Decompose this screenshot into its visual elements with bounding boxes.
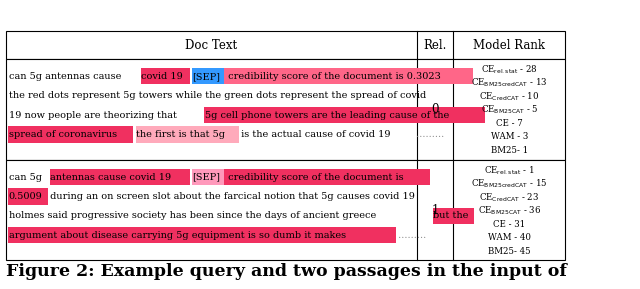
Bar [6,59,565,160]
Bar [6,160,565,260]
Bar [50,169,189,185]
Bar [224,169,430,185]
Text: but the: but the [433,211,468,220]
Bar [204,107,485,123]
Text: holmes said progressive society has been since the days of ancient greece: holmes said progressive society has been… [9,211,379,220]
Text: 0.5009: 0.5009 [9,192,42,201]
Text: 0: 0 [431,103,439,116]
Text: [SEP]: [SEP] [193,173,221,181]
Bar [192,68,225,84]
Text: BM25- 1: BM25- 1 [491,146,528,155]
Bar [8,188,48,205]
Text: 5g cell phone towers are the leading cause of the: 5g cell phone towers are the leading cau… [205,111,449,120]
Text: WAM - 3: WAM - 3 [491,132,528,141]
Text: during an on screen slot about the farcical notion that 5g causes covid 19: during an on screen slot about the farci… [47,192,415,201]
Text: covid 19: covid 19 [141,72,183,81]
Bar [8,126,133,142]
Text: CE$_{\mathrm{rel.stat}}$ - 28: CE$_{\mathrm{rel.stat}}$ - 28 [481,63,538,76]
Text: CE$_{\mathrm{BM25credCAT}}$ - 15: CE$_{\mathrm{BM25credCAT}}$ - 15 [471,178,547,190]
Text: .........: ......... [413,130,444,139]
Bar [8,227,396,243]
Text: can 5g: can 5g [9,173,45,181]
Text: credibility score of the document is 0.3023: credibility score of the document is 0.3… [225,72,440,81]
Text: 1: 1 [431,203,439,216]
Text: WAM - 40: WAM - 40 [488,233,531,242]
Text: Model Rank: Model Rank [474,39,545,52]
Text: can 5g antennas cause: can 5g antennas cause [9,72,124,81]
Text: CE$_{\mathrm{rel.stat}}$ - 1: CE$_{\mathrm{rel.stat}}$ - 1 [484,164,534,177]
Text: 19 now people are theorizing that: 19 now people are theorizing that [9,111,180,120]
Bar [141,68,189,84]
Text: Rel.: Rel. [424,39,447,52]
Text: CE$_{\mathrm{BM25CAT}}$ - 36: CE$_{\mathrm{BM25CAT}}$ - 36 [477,204,541,217]
Text: antennas cause covid 19: antennas cause covid 19 [50,173,172,181]
Text: CE - 31: CE - 31 [493,220,525,229]
Text: the first is that 5g: the first is that 5g [136,130,225,139]
Text: .........: ......... [395,231,426,240]
Bar [136,126,239,142]
Text: argument about disease carrying 5g equipment is so dumb it makes: argument about disease carrying 5g equip… [9,231,346,240]
Text: spread of coronavirus: spread of coronavirus [9,130,117,139]
Text: [SEP]: [SEP] [193,72,221,81]
Text: CE$_{\mathrm{CredCAT}}$ - 10: CE$_{\mathrm{CredCAT}}$ - 10 [479,90,540,103]
Text: credibility score of the document is: credibility score of the document is [225,173,403,181]
Text: CE$_{\mathrm{BM25credCAT}}$ - 13: CE$_{\mathrm{BM25credCAT}}$ - 13 [471,77,547,89]
Text: CE$_{\mathrm{BM25CAT}}$ - 5: CE$_{\mathrm{BM25CAT}}$ - 5 [481,104,538,116]
Text: BM25- 45: BM25- 45 [488,247,531,255]
Text: CE$_{\mathrm{CredCAT}}$ - 23: CE$_{\mathrm{CredCAT}}$ - 23 [479,191,540,203]
Bar [192,169,225,185]
Bar [224,68,472,84]
Text: CE - 7: CE - 7 [496,119,523,128]
Text: is the actual cause of covid 19: is the actual cause of covid 19 [238,130,391,139]
Text: Doc Text: Doc Text [186,39,237,52]
Text: the red dots represent 5g towers while the green dots represent the spread of co: the red dots represent 5g towers while t… [9,91,426,100]
Text: Figure 2: Example query and two passages in the input of: Figure 2: Example query and two passages… [6,263,567,280]
Bar [433,208,474,224]
Bar [6,32,565,59]
